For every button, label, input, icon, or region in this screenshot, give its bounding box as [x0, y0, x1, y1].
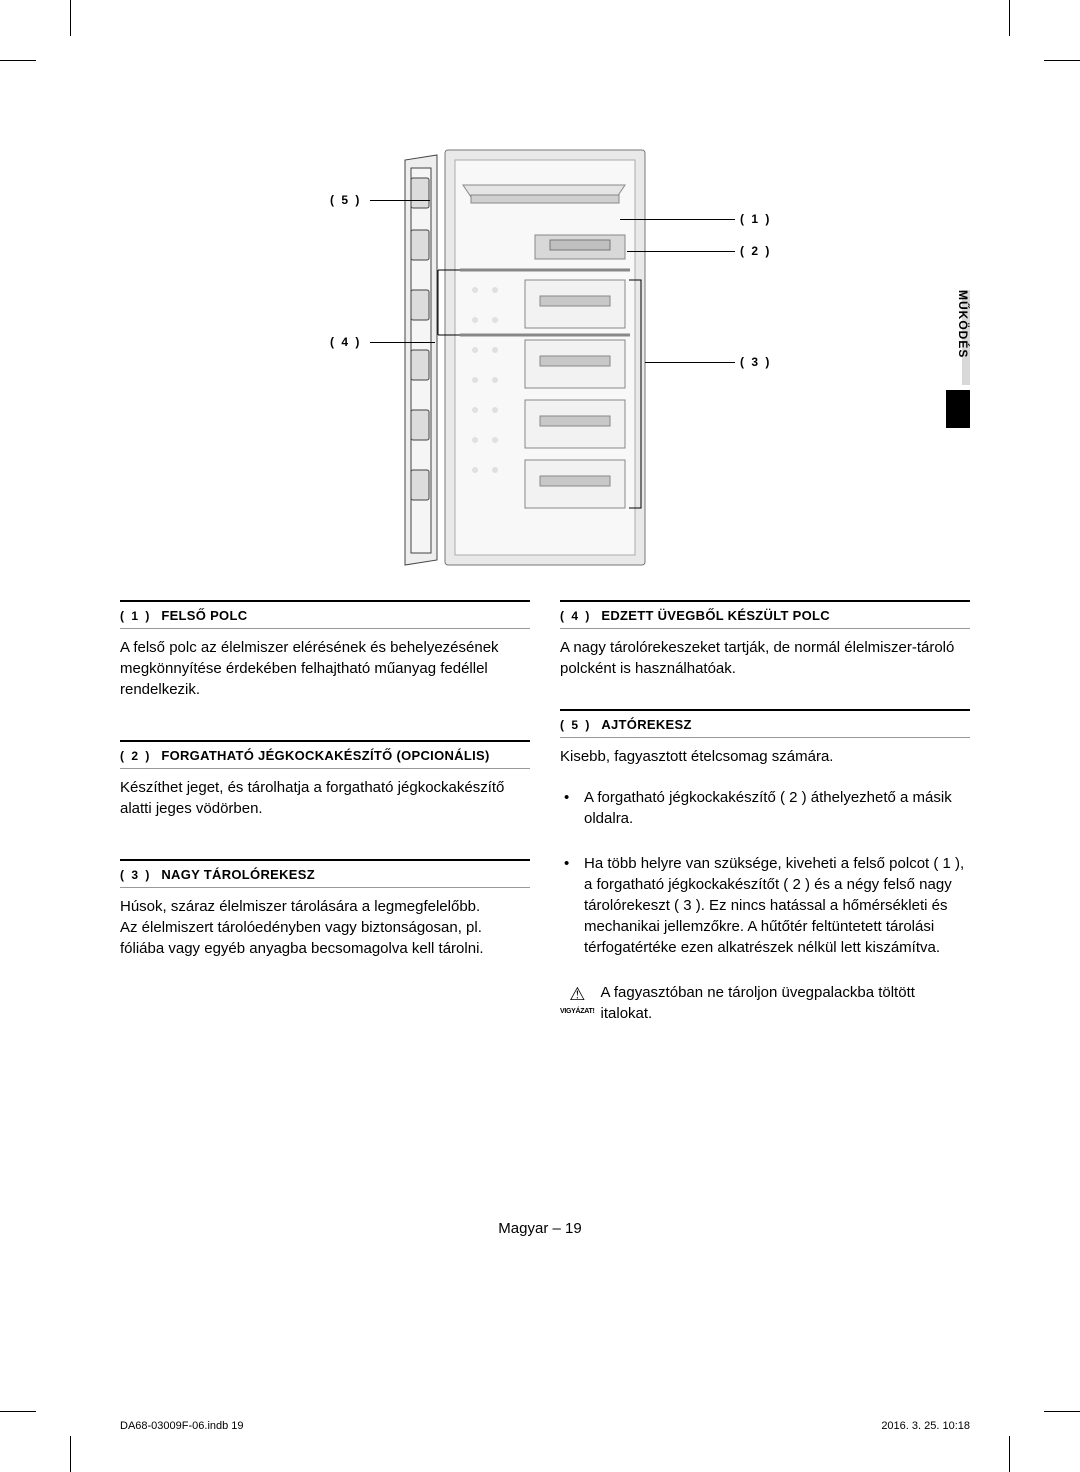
warning-label: VIGYÁZAT!: [560, 1007, 595, 1017]
callout-2: ( 2 ): [740, 244, 771, 258]
warning-icon: ⚠ VIGYÁZAT!: [560, 982, 595, 1017]
callout-3: ( 3 ): [740, 355, 771, 369]
callout-line: [627, 251, 735, 252]
warning-text: A fagyasztóban ne tároljon üvegpalackba …: [601, 982, 970, 1024]
crop-mark: [0, 60, 36, 61]
notes-list: A forgatható jégkockakészítő ( 2 ) áthel…: [560, 787, 970, 958]
sec-num: ( 2 ): [120, 748, 151, 763]
sec-title: EDZETT ÜVEGBŐL KÉSZÜLT POLC: [601, 608, 830, 623]
sec-title: NAGY TÁROLÓREKESZ: [161, 867, 315, 882]
sec-body: A felső polc az élelmiszer elérésének és…: [120, 637, 530, 700]
section-header-1: ( 1 ) FELSŐ POLC: [120, 600, 530, 629]
crop-mark: [70, 1436, 71, 1472]
warning-row: ⚠ VIGYÁZAT! A fagyasztóban ne tároljon ü…: [560, 982, 970, 1024]
callout-4: ( 4 ): [330, 335, 361, 349]
callout-line: [370, 342, 435, 343]
right-column: ( 4 ) EDZETT ÜVEGBŐL KÉSZÜLT POLC A nagy…: [560, 600, 970, 1024]
section-header-2: ( 2 ) FORGATHATÓ JÉGKOCKAKÉSZÍTŐ (OPCION…: [120, 740, 530, 769]
sec-body: Kisebb, fagyasztott ételcsomag számára.: [560, 746, 970, 767]
crop-mark: [70, 0, 71, 36]
note-item: Ha több helyre van szüksége, kiveheti a …: [560, 853, 970, 958]
callout-5: ( 5 ): [330, 193, 361, 207]
section-header-5: ( 5 ) AJTÓREKESZ: [560, 709, 970, 738]
crop-mark: [1009, 1436, 1010, 1472]
crop-mark: [1009, 0, 1010, 36]
sec-title: AJTÓREKESZ: [601, 717, 691, 732]
sec-body: Készíthet jeget, és tárolhatja a forgath…: [120, 777, 530, 819]
crop-mark: [1044, 60, 1080, 61]
callout-line: [370, 200, 430, 201]
callout-1: ( 1 ): [740, 212, 771, 226]
callout-line: [645, 362, 735, 363]
sec-body: A nagy tárolórekeszeket tartják, de norm…: [560, 637, 970, 679]
callout-line: [620, 219, 735, 220]
fridge-diagram: ( 5 ) ( 4 ) ( 1 ) ( 2 ) ( 3 ): [120, 140, 970, 570]
crop-mark: [0, 1411, 36, 1412]
sec-num: ( 1 ): [120, 608, 151, 623]
left-column: ( 1 ) FELSŐ POLC A felső polc az élelmis…: [120, 600, 530, 1024]
note-item: A forgatható jégkockakészítő ( 2 ) áthel…: [560, 787, 970, 829]
sec-title: FELSŐ POLC: [161, 608, 247, 623]
sec-title: FORGATHATÓ JÉGKOCKAKÉSZÍTŐ (OPCIONÁLIS): [161, 748, 489, 763]
page-content: ( 5 ) ( 4 ) ( 1 ) ( 2 ) ( 3 ) ( 1 ) FELS…: [120, 140, 970, 1024]
fridge-svg: [375, 140, 715, 570]
sec-body: Húsok, száraz élelmiszer tárolására a le…: [120, 896, 530, 959]
print-footer-right: 2016. 3. 25. 10:18: [881, 1420, 970, 1432]
sec-num: ( 5 ): [560, 717, 591, 732]
alert-triangle-icon: ⚠: [569, 982, 585, 1007]
section-header-3: ( 3 ) NAGY TÁROLÓREKESZ: [120, 859, 530, 888]
sec-num: ( 3 ): [120, 867, 151, 882]
print-footer-left: DA68-03009F-06.indb 19: [120, 1420, 244, 1432]
page-footer: Magyar – 19: [0, 1220, 1080, 1237]
section-header-4: ( 4 ) EDZETT ÜVEGBŐL KÉSZÜLT POLC: [560, 600, 970, 629]
sec-num: ( 4 ): [560, 608, 591, 623]
columns: ( 1 ) FELSŐ POLC A felső polc az élelmis…: [120, 600, 970, 1024]
crop-mark: [1044, 1411, 1080, 1412]
